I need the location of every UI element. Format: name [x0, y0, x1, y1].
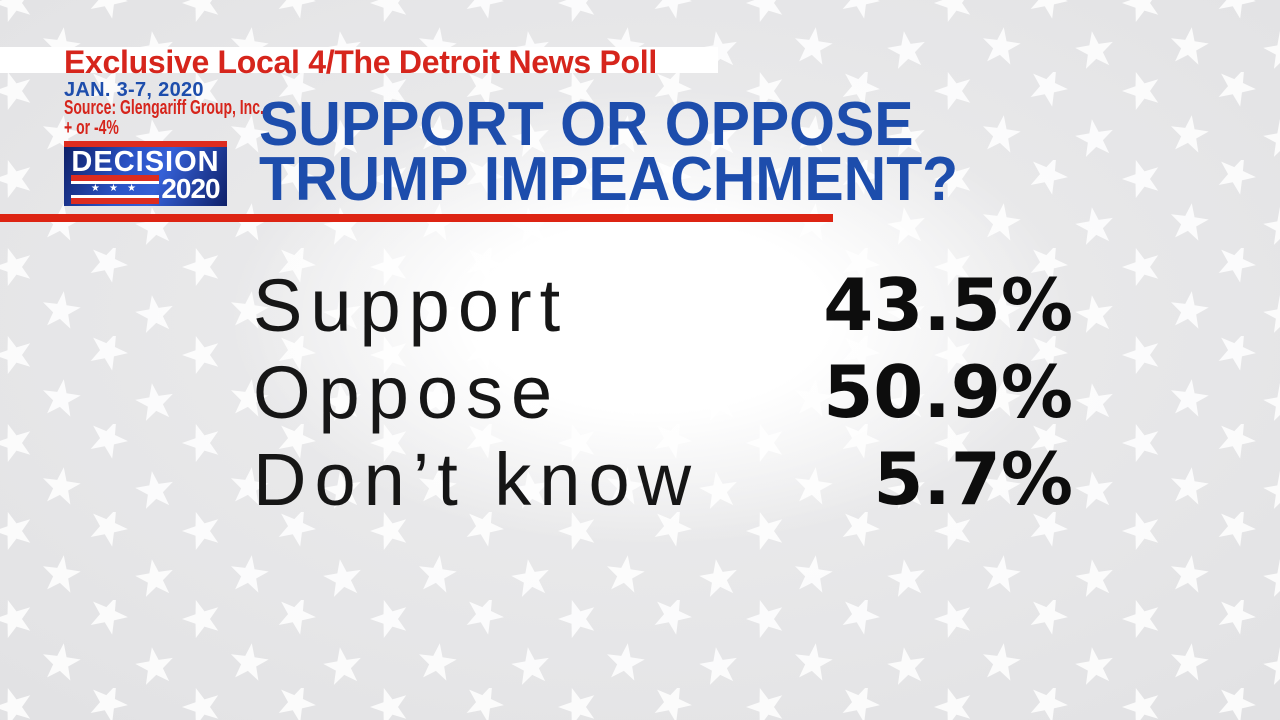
flag-stars-icon: ★ ★ ★	[90, 183, 140, 194]
flag-stripe-white-top	[71, 180, 159, 184]
poll-margin-of-error: + or -4%	[64, 117, 119, 139]
poll-title: Exclusive Local 4/The Detroit News Poll	[64, 44, 657, 80]
question-title: SUPPORT OR OPPOSE TRUMP IMPEACHMENT?	[259, 90, 959, 214]
result-value: 43.5%	[823, 263, 1073, 347]
flag-stripe-white-bottom	[71, 194, 159, 198]
flag-stripe-red-top	[71, 174, 159, 181]
decision-2020-logo: DECISION ★ ★ ★ 2020	[64, 141, 227, 206]
question-title-line1: SUPPORT OR OPPOSE	[259, 90, 914, 159]
result-label: Oppose	[253, 351, 561, 434]
logo-decision-text: DECISION	[71, 146, 220, 178]
result-row-oppose: Oppose 50.9%	[253, 349, 1073, 436]
flag-stripe-red-bottom	[71, 197, 159, 204]
logo-top-red-bar	[64, 141, 227, 147]
poll-source: Source: Glengariff Group, Inc.	[64, 97, 264, 119]
results-table: Support 43.5% Oppose 50.9% Don’t know 5.…	[253, 262, 1073, 523]
result-row-dont-know: Don’t know 5.7%	[253, 436, 1073, 523]
header-highlight-band	[0, 47, 718, 73]
red-underline	[0, 214, 833, 222]
result-value: 5.7%	[873, 437, 1073, 521]
logo-flag-stripes: ★ ★ ★	[71, 174, 159, 204]
result-label: Don’t know	[253, 438, 700, 521]
logo-year-text: 2020	[161, 173, 220, 204]
result-value: 50.9%	[823, 350, 1073, 434]
result-row-support: Support 43.5%	[253, 262, 1073, 349]
result-label: Support	[253, 264, 569, 347]
question-title-line2: TRUMP IMPEACHMENT?	[259, 145, 959, 214]
poll-dates: JAN. 3-7, 2020	[64, 79, 204, 101]
logo-blue-box: DECISION ★ ★ ★ 2020	[64, 147, 227, 206]
